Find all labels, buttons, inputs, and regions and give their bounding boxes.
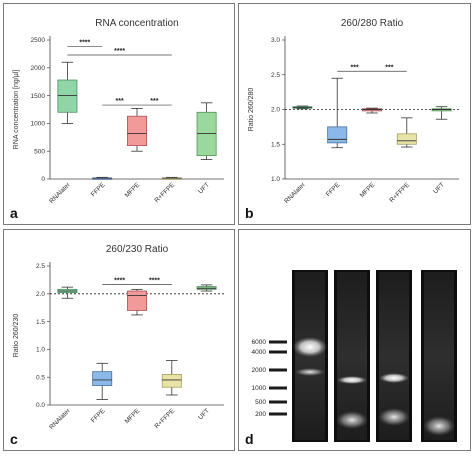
y-tick-label: 1.5 bbox=[36, 319, 45, 326]
y-tick-label: 1.0 bbox=[36, 347, 45, 354]
ladder-marker bbox=[269, 400, 287, 404]
significance-label: **** bbox=[114, 277, 125, 284]
box-ffpe bbox=[327, 126, 348, 144]
band-utf-low bbox=[336, 411, 368, 429]
box-mfpe bbox=[127, 115, 147, 147]
y-tick-label: 0.5 bbox=[36, 374, 45, 381]
y-tick-label: 3.0 bbox=[271, 37, 280, 44]
significance-label: **** bbox=[149, 277, 160, 284]
significance-label: **** bbox=[114, 48, 125, 55]
ladder-label: 500 bbox=[255, 399, 266, 406]
chart-title: 260/280 Ratio bbox=[341, 18, 404, 29]
x-tick-label: R+FFPE bbox=[389, 181, 412, 204]
x-tick-label: UFT bbox=[197, 407, 211, 421]
y-tick-label: 2.5 bbox=[271, 72, 280, 79]
y-tick-label: 2000 bbox=[31, 65, 46, 72]
chart-title: RNA concentration bbox=[95, 18, 178, 29]
y-tick-label: 2.0 bbox=[271, 107, 280, 114]
lane-smear bbox=[424, 272, 454, 440]
y-tick-label: 2500 bbox=[31, 37, 46, 44]
ladder-marker bbox=[269, 350, 287, 354]
lane-label-rnalater: RNAlater bbox=[381, 259, 407, 265]
y-tick-label: 0.0 bbox=[36, 402, 45, 409]
chart-260-230-ratio: 260/230 Ratio 0.0 0.5 1.0 1.5 2.0 2.5 Ratio 260… bbox=[10, 244, 224, 447]
x-tick-label: FFPE bbox=[90, 407, 107, 424]
ladder-label: 6000 bbox=[252, 339, 267, 346]
y-tick-label: 1500 bbox=[31, 93, 46, 100]
ladder-label: 1000 bbox=[252, 385, 267, 392]
significance-label: *** bbox=[150, 98, 158, 105]
ladder-label: 4000 bbox=[252, 349, 267, 356]
x-tick-label: RNAlater bbox=[48, 407, 72, 431]
ladder-marker bbox=[269, 340, 287, 344]
y-tick-label: 2.0 bbox=[36, 291, 45, 298]
chart-title: 260/230 Ratio bbox=[106, 244, 169, 255]
band-control-18s bbox=[295, 368, 325, 376]
x-tick-label: RNAlater bbox=[283, 181, 307, 205]
lane-label-utf: UTF bbox=[346, 259, 358, 265]
y-axis-label: Ratio 260/230 bbox=[13, 314, 20, 358]
lane-label-control: control bbox=[300, 259, 321, 265]
band-rnalater-low bbox=[378, 408, 410, 426]
x-tick-label: UFT bbox=[197, 181, 211, 195]
box-rnalater bbox=[57, 79, 78, 113]
panel-a: RNA concentration 0 500 1000 1500 2000 2500 RNA… bbox=[3, 3, 235, 225]
chart-rna-concentration: RNA concentration 0 500 1000 1500 2000 2500 RNA… bbox=[10, 18, 224, 221]
panel-letter-c: c bbox=[10, 431, 18, 447]
ladder-label: 2000 bbox=[252, 367, 267, 374]
ladder-label: 200 bbox=[255, 411, 266, 418]
panel-b: 260/280 Ratio 1.0 1.5 2.0 2.5 3.0 Ratio 260/28… bbox=[238, 3, 471, 225]
significance-label: *** bbox=[116, 98, 124, 105]
y-tick-label: 1000 bbox=[31, 121, 46, 128]
ladder-marker bbox=[269, 368, 287, 372]
lane-label-mfpe: MFPE bbox=[431, 259, 448, 265]
panel-letter-b: b bbox=[245, 205, 254, 221]
y-tick-label: 1.5 bbox=[271, 141, 280, 148]
significance-label: **** bbox=[79, 40, 90, 47]
gel-electrophoresis: d control UTF RNAlater MFPE 6000 4000 2000 1000… bbox=[245, 259, 457, 447]
x-tick-label: UFT bbox=[432, 181, 446, 195]
x-tick-label: R+FFPE bbox=[154, 181, 177, 204]
panel-c: 260/230 Ratio 0.0 0.5 1.0 1.5 2.0 2.5 Ratio 260… bbox=[3, 229, 235, 451]
box-mfpe bbox=[127, 290, 147, 311]
x-tick-label: R+FFPE bbox=[154, 407, 177, 430]
panel-letter-a: a bbox=[10, 205, 18, 221]
band-utf-28s bbox=[337, 376, 367, 384]
band-rnalater-28s bbox=[379, 373, 409, 383]
ladder-marker bbox=[269, 386, 287, 390]
box-r+ffpe bbox=[161, 374, 182, 388]
band-mfpe-low bbox=[423, 416, 455, 436]
x-tick-label: MFPE bbox=[359, 181, 377, 199]
y-tick-label: 500 bbox=[34, 148, 45, 155]
significance-label: *** bbox=[385, 64, 393, 71]
x-tick-label: FFPE bbox=[325, 181, 342, 198]
x-tick-label: FFPE bbox=[90, 181, 107, 198]
y-tick-label: 1.0 bbox=[271, 176, 280, 183]
box-uft bbox=[196, 111, 217, 157]
x-tick-label: MFPE bbox=[124, 181, 142, 199]
y-tick-label: 0 bbox=[41, 176, 45, 183]
band-control-28s bbox=[293, 337, 327, 357]
panel-d: d control UTF RNAlater MFPE 6000 4000 2000 1000… bbox=[238, 229, 471, 451]
box-ffpe bbox=[92, 371, 113, 386]
ladder-marker bbox=[269, 412, 287, 416]
panel-letter-d: d bbox=[245, 431, 254, 447]
box-r+ffpe bbox=[396, 133, 417, 145]
significance-label: *** bbox=[351, 64, 359, 71]
y-axis-label: Ratio 260/280 bbox=[248, 88, 255, 132]
x-tick-label: RNAlater bbox=[48, 181, 72, 205]
y-axis-label: RNA concentration [ng/µl] bbox=[13, 70, 20, 150]
x-tick-label: MFPE bbox=[124, 407, 142, 425]
chart-260-280-ratio: 260/280 Ratio 1.0 1.5 2.0 2.5 3.0 Ratio 260/28… bbox=[245, 18, 459, 221]
y-tick-label: 2.5 bbox=[36, 263, 45, 270]
